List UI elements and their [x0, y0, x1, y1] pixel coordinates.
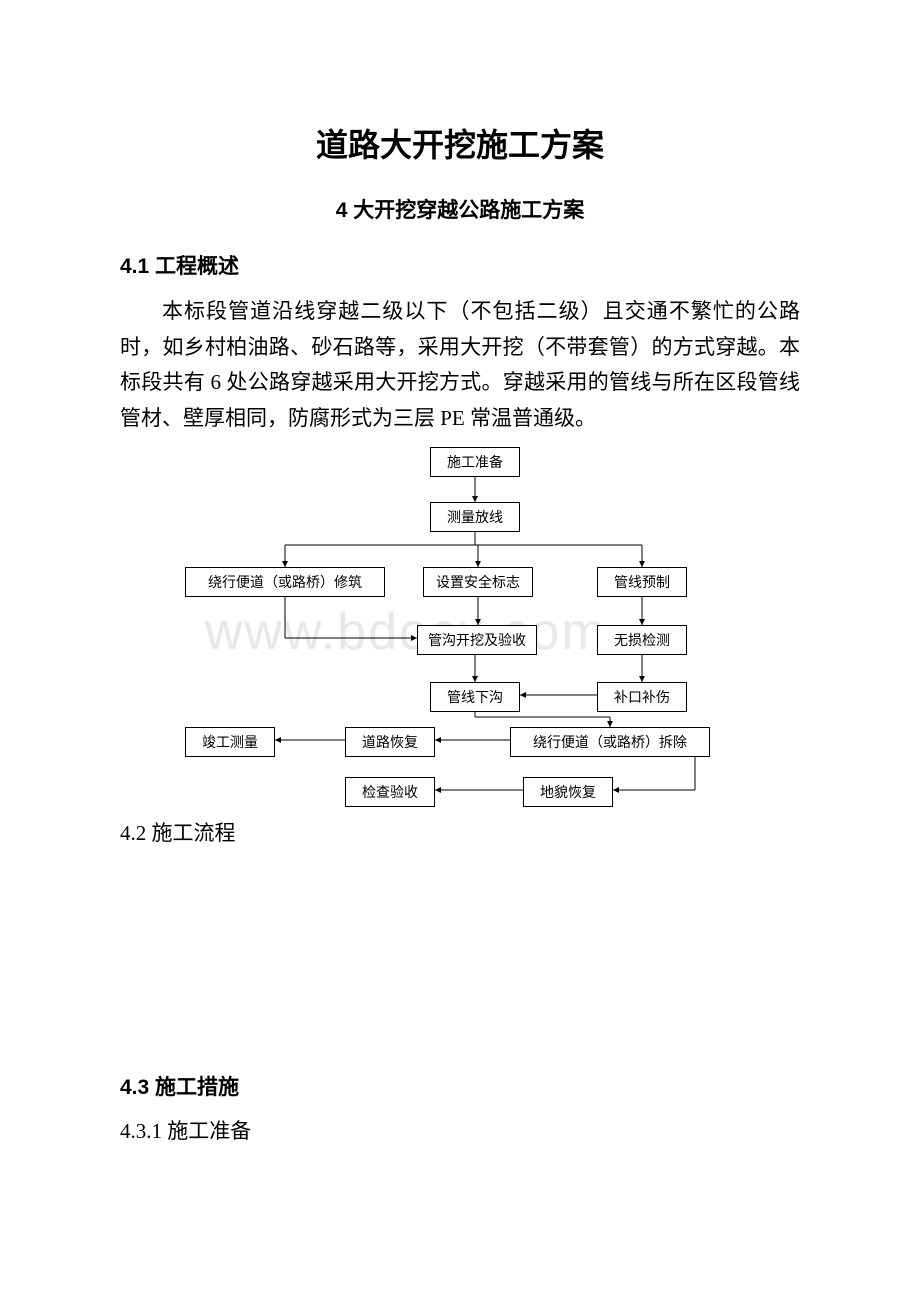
construction-flowchart: www.bdocx.com: [165, 447, 755, 807]
doc-title: 道路大开挖施工方案: [120, 120, 800, 166]
blank-spacer: [120, 861, 800, 1071]
section-4-3-1-head: 4.3.1 施工准备: [120, 1115, 800, 1145]
flow-node-prefab: 管线预制: [597, 567, 687, 597]
flow-node-ndt: 无损检测: [597, 625, 687, 655]
flow-node-trench: 管沟开挖及验收: [417, 625, 537, 655]
flow-node-final-surv: 竣工测量: [185, 727, 275, 757]
flow-node-lower: 管线下沟: [430, 682, 520, 712]
flow-node-landform: 地貌恢复: [523, 777, 613, 807]
flow-node-road-rest: 道路恢复: [345, 727, 435, 757]
flow-node-inspect: 检查验收: [345, 777, 435, 807]
flow-node-prep: 施工准备: [430, 447, 520, 477]
doc-subtitle: 4 大开挖穿越公路施工方案: [120, 194, 800, 224]
section-4-1-para: 本标段管道沿线穿越二级以下（不包括二级）且交通不繁忙的公路时，如乡村柏油路、砂石…: [120, 294, 800, 437]
section-4-3-head: 4.3 施工措施: [120, 1071, 800, 1101]
section-4-2-head: 4.2 施工流程: [120, 817, 800, 847]
flow-node-detour-rm: 绕行便道（或路桥）拆除: [510, 727, 710, 757]
section-4-1-head: 4.1 工程概述: [120, 250, 800, 280]
flow-node-detour: 绕行便道（或路桥）修筑: [185, 567, 385, 597]
flow-node-joint: 补口补伤: [597, 682, 687, 712]
flow-node-safety: 设置安全标志: [423, 567, 533, 597]
flow-node-survey: 测量放线: [430, 502, 520, 532]
